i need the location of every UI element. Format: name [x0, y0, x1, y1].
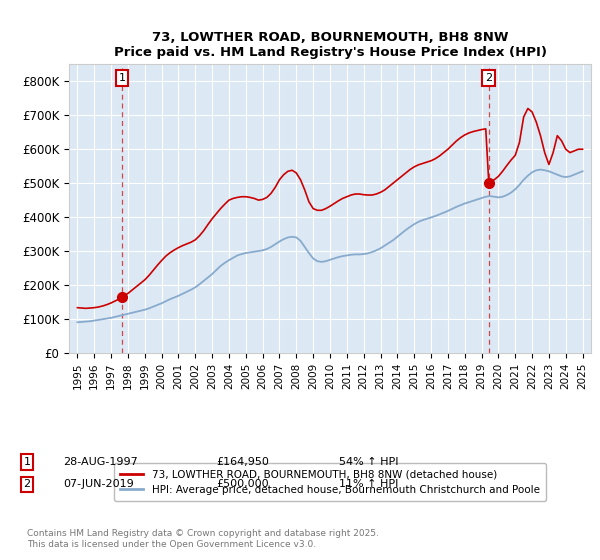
Text: 1: 1: [119, 73, 125, 83]
Text: 11% ↑ HPI: 11% ↑ HPI: [339, 479, 398, 489]
Text: £164,950: £164,950: [216, 457, 269, 467]
Text: 28-AUG-1997: 28-AUG-1997: [63, 457, 138, 467]
Text: 1: 1: [23, 457, 31, 467]
Text: 2: 2: [23, 479, 31, 489]
Title: 73, LOWTHER ROAD, BOURNEMOUTH, BH8 8NW
Price paid vs. HM Land Registry's House P: 73, LOWTHER ROAD, BOURNEMOUTH, BH8 8NW P…: [113, 31, 547, 59]
Text: 54% ↑ HPI: 54% ↑ HPI: [339, 457, 398, 467]
Text: Contains HM Land Registry data © Crown copyright and database right 2025.
This d: Contains HM Land Registry data © Crown c…: [27, 529, 379, 549]
Text: 2: 2: [485, 73, 493, 83]
Text: £500,000: £500,000: [216, 479, 269, 489]
Legend: 73, LOWTHER ROAD, BOURNEMOUTH, BH8 8NW (detached house), HPI: Average price, det: 73, LOWTHER ROAD, BOURNEMOUTH, BH8 8NW (…: [114, 463, 546, 501]
Text: 07-JUN-2019: 07-JUN-2019: [63, 479, 134, 489]
